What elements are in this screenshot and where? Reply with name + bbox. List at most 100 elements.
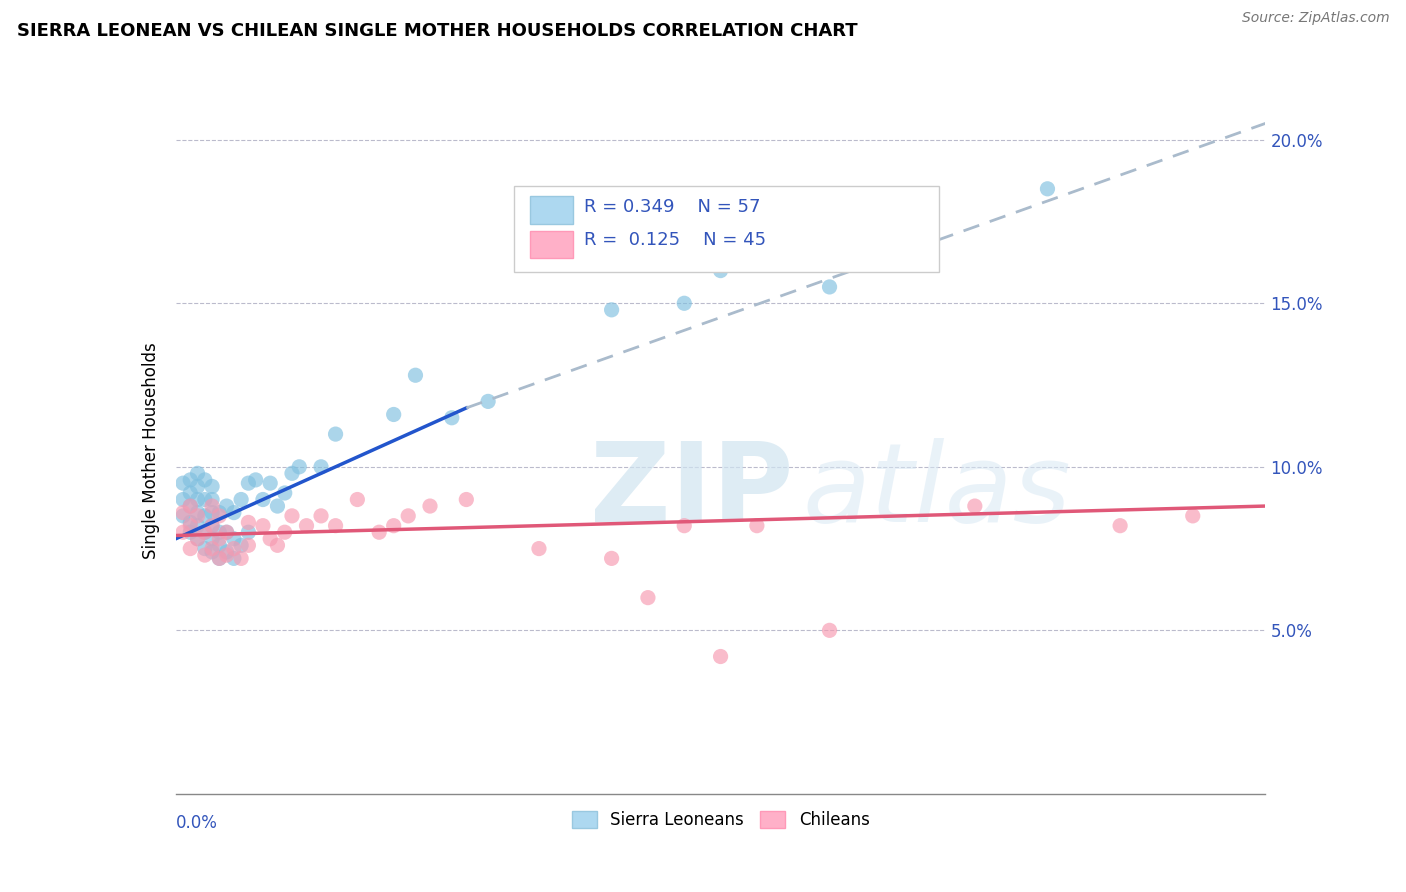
Point [194,492,217,507]
Text: SIERRA LEONEAN VS CHILEAN SINGLE MOTHER HOUSEHOLDS CORRELATION CHART: SIERRA LEONEAN VS CHILEAN SINGLE MOTHER … [17,22,858,40]
Point [346,492,368,507]
Point [1036,182,1059,196]
Point [231,492,253,507]
Point [238,525,260,540]
Point [238,516,260,530]
Point [172,525,194,540]
Point [201,545,224,559]
Point [231,538,253,552]
Point [309,459,332,474]
Point [215,545,238,559]
Point [179,473,201,487]
Point [186,506,209,520]
Point [600,551,623,566]
Point [208,532,231,546]
Point [179,525,201,540]
Point [745,518,768,533]
Point [201,506,224,520]
Point [456,492,478,507]
Point [309,508,332,523]
Point [194,541,217,556]
Point [186,492,209,507]
Point [215,525,238,540]
Point [179,499,201,513]
Point [194,473,217,487]
Point [179,516,201,530]
Point [186,532,209,546]
Point [201,499,224,513]
Point [215,548,238,562]
Point [194,548,217,562]
Point [281,467,304,481]
Point [208,506,231,520]
Point [818,624,841,638]
Point [382,518,405,533]
Point [259,532,281,546]
Point [201,518,224,533]
Point [201,492,224,507]
FancyBboxPatch shape [530,231,574,258]
Point [186,518,209,533]
Point [238,538,260,552]
Point [186,479,209,493]
Point [172,492,194,507]
Point [382,408,405,422]
Point [710,649,733,664]
Point [710,263,733,277]
Point [201,479,224,493]
Point [274,486,297,500]
Text: atlas: atlas [803,438,1071,545]
Point [179,518,201,533]
Point [194,508,217,523]
Point [396,508,419,523]
Point [208,508,231,523]
Point [405,368,427,383]
Point [179,541,201,556]
Point [215,499,238,513]
Point [245,473,267,487]
Point [208,538,231,552]
Point [194,525,217,540]
Point [179,486,201,500]
Point [266,499,288,513]
Point [419,499,441,513]
Point [252,492,274,507]
Point [600,302,623,317]
Point [637,591,659,605]
Point [477,394,499,409]
Point [208,551,231,566]
Point [1109,518,1132,533]
Point [963,499,986,513]
Point [222,551,245,566]
Point [215,525,238,540]
Point [201,518,224,533]
Point [288,459,311,474]
Text: Source: ZipAtlas.com: Source: ZipAtlas.com [1241,11,1389,25]
Point [222,506,245,520]
Point [527,541,550,556]
Point [186,508,209,523]
Point [222,541,245,556]
Point [325,427,347,442]
Point [1181,508,1204,523]
Point [172,506,194,520]
Point [281,508,304,523]
Point [891,214,914,228]
Point [673,296,696,310]
Point [208,551,231,566]
Point [818,280,841,294]
Point [274,525,297,540]
Point [194,525,217,540]
Point [208,525,231,540]
Point [222,532,245,546]
Point [172,508,194,523]
Point [295,518,318,533]
Y-axis label: Single Mother Households: Single Mother Households [142,343,160,558]
Text: R =  0.125    N = 45: R = 0.125 N = 45 [585,231,766,249]
Point [259,476,281,491]
FancyBboxPatch shape [513,186,939,272]
Point [440,410,463,425]
Point [266,538,288,552]
Point [172,476,194,491]
Point [238,476,260,491]
